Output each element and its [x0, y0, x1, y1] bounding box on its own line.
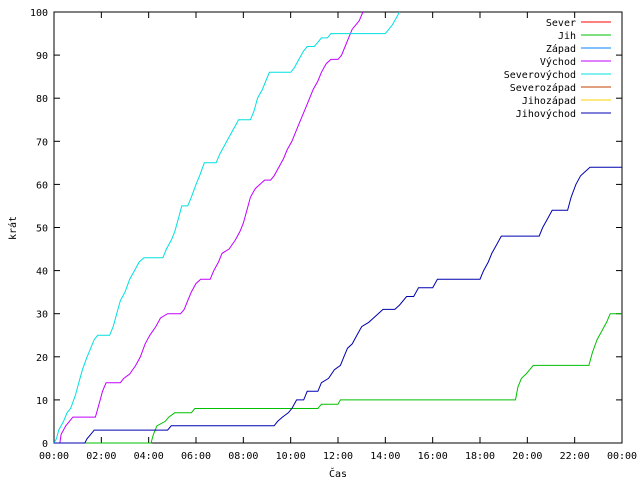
legend-label-3: Východ [540, 56, 576, 68]
x-tick-label: 14:00 [370, 451, 400, 462]
y-tick-label: 0 [42, 439, 48, 450]
y-tick-label: 70 [36, 137, 48, 148]
legend-label-0: Sever [546, 18, 576, 29]
y-tick-label: 40 [36, 267, 48, 278]
x-tick-label: 00:00 [39, 451, 69, 462]
x-tick-label: 06:00 [181, 451, 211, 462]
x-tick-label: 10:00 [276, 451, 306, 462]
y-tick-label: 90 [36, 51, 48, 62]
x-tick-label: 08:00 [228, 451, 258, 462]
legend-label-2: Západ [546, 43, 576, 55]
x-tick-label: 04:00 [134, 451, 164, 462]
series-line-1 [54, 313, 622, 444]
y-axis-label: krát [7, 216, 19, 240]
x-tick-label: 22:00 [560, 451, 590, 462]
series-line-3 [54, 11, 364, 444]
series-line-7 [54, 166, 622, 444]
y-tick-label: 10 [36, 396, 48, 407]
series-group [53, 11, 622, 444]
y-tick-label: 30 [36, 310, 48, 321]
tick-group: 0 10 20 30 40 50 60 70 80 90 100 00:00 02:00 04:00 06:… [30, 8, 637, 462]
x-tick-label: 20:00 [512, 451, 542, 462]
x-tick-label: 16:00 [418, 451, 448, 462]
x-tick-label: 18:00 [465, 451, 495, 462]
y-tick-label: 50 [36, 224, 48, 235]
x-tick-label: 02:00 [86, 451, 116, 462]
y-tick-label: 80 [36, 94, 48, 105]
y-tick-label: 100 [30, 8, 48, 19]
legend-label-1: Jih [558, 31, 576, 42]
legend-label-4: Severovýchod [504, 69, 576, 81]
x-tick-label: 00:00 [607, 451, 637, 462]
legend-label-7: Jihovýchod [516, 108, 576, 120]
legend-label-5: Severozápad [510, 82, 576, 94]
x-axis-label: Čas [329, 467, 347, 480]
legend: Sever JihZápadVýchodSeverovýchodSeverozáp… [504, 18, 611, 120]
legend-label-6: Jihozápad [522, 95, 576, 107]
y-tick-label: 20 [36, 353, 48, 364]
x-tick-label: 12:00 [323, 451, 353, 462]
series-line-4 [53, 11, 400, 444]
y-tick-label: 60 [36, 180, 48, 191]
